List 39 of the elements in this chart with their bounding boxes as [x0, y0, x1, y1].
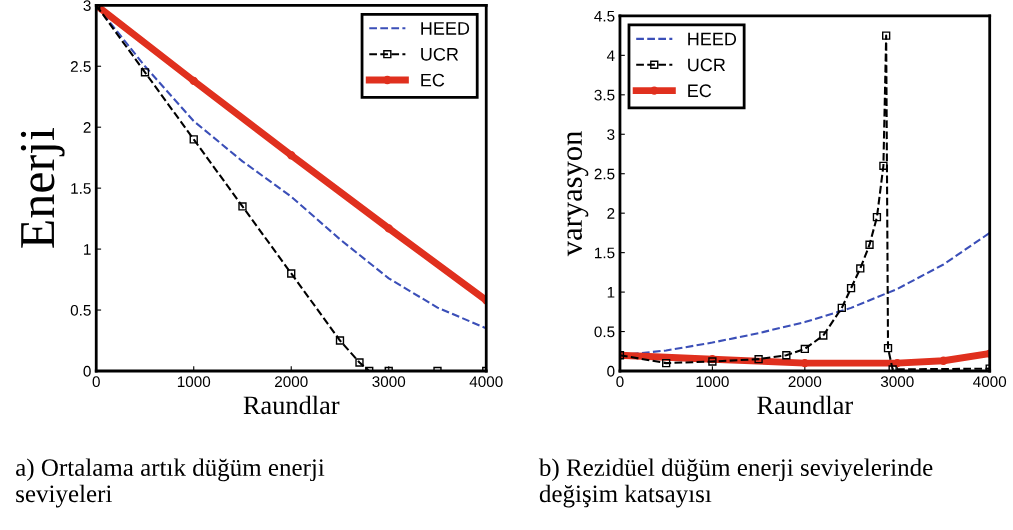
y-tick-label: 1.5 — [595, 247, 615, 259]
x-tick-label: 4000 — [469, 376, 503, 388]
legend-label: EC — [688, 84, 712, 98]
y-tick-label: 2 — [83, 122, 91, 133]
y-tick-label: 4.5 — [594, 10, 615, 22]
y-axis-title: Enerji — [20, 128, 65, 248]
y-tick-label: 0 — [607, 365, 615, 377]
y-tick-label: 4 — [606, 50, 615, 61]
y-tick-label: 3.5 — [594, 89, 615, 101]
x-tick-label: 2000 — [275, 376, 308, 388]
y-tick-label: 3 — [83, 0, 91, 11]
y-tick-label: 2.5 — [594, 168, 615, 180]
y-tick-label: 2 — [607, 208, 615, 219]
legend-label: HEED — [421, 22, 470, 35]
x-tick-label: 2000 — [788, 376, 822, 388]
legend-label: UCR — [688, 58, 726, 72]
x-tick-label: 1000 — [177, 376, 211, 388]
x-tick-label: 0 — [616, 376, 624, 388]
y-tick-label: 1 — [607, 287, 615, 298]
legend-label: UCR — [421, 47, 459, 61]
text: a) Ortalama artık düğüm enerji seviyeleri — [16, 458, 325, 508]
y-axis-title: varyasyon — [567, 131, 589, 257]
x-tick-label: 1000 — [696, 376, 729, 388]
x-tick-label: 4000 — [973, 376, 1007, 388]
legend-label: HEED — [688, 32, 737, 46]
x-axis-title: Raundlar — [243, 395, 340, 415]
y-tick-label: 3 — [607, 129, 615, 140]
text: b) Rezidüel düğüm enerji seviyelerinde değişim katsayısı — [538, 458, 933, 508]
x-axis-title: Raundlar — [757, 395, 853, 415]
legend-label: EC — [421, 73, 445, 87]
x-tick-label: 3000 — [880, 376, 914, 388]
y-tick-label: 1.5 — [71, 183, 91, 194]
y-tick-label: 0.5 — [594, 326, 615, 338]
x-tick-label: 0 — [92, 376, 100, 388]
y-tick-label: 0 — [83, 365, 91, 377]
x-tick-label: 3000 — [372, 376, 406, 388]
y-tick-label: 1 — [84, 244, 91, 255]
y-tick-label: 0.5 — [70, 304, 91, 316]
y-tick-label: 2.5 — [70, 61, 91, 72]
